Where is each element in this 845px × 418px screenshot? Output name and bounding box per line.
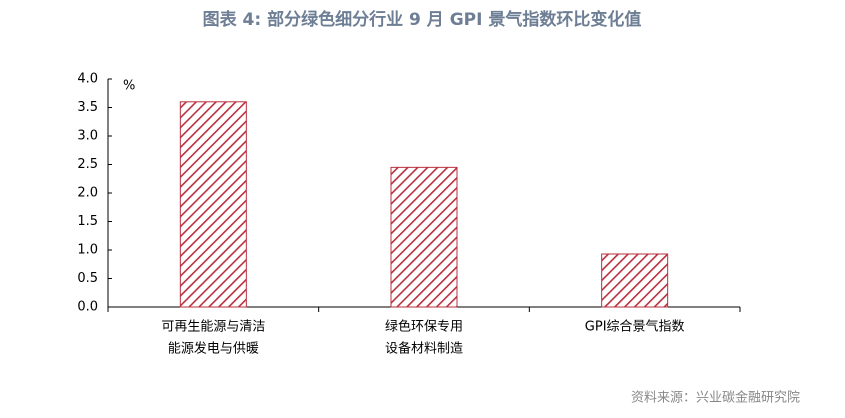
x-tick-label: 可再生能源与清洁 — [161, 320, 265, 335]
bar — [179, 101, 247, 308]
unit-label: % — [123, 79, 135, 94]
bar — [601, 253, 669, 308]
y-tick-label: 4.0 — [77, 72, 98, 87]
y-tick-label: 2.0 — [77, 186, 98, 201]
y-tick-label: 0.0 — [77, 300, 98, 315]
y-tick-label: 1.5 — [77, 214, 98, 229]
chart-title: 图表 4: 部分绿色细分行业 9 月 GPI 景气指数环比变化值 — [203, 9, 642, 30]
x-tick-label: 绿色环保专用 — [385, 319, 463, 335]
x-tick-label: 能源发电与供暖 — [168, 341, 259, 357]
source: 资料来源：兴业碳金融研究院 — [631, 390, 800, 406]
y-tick-label: 1.0 — [77, 243, 98, 258]
bar — [390, 166, 458, 308]
x-tick-label: 设备材料制造 — [385, 341, 463, 357]
y-tick-label: 3.0 — [77, 129, 98, 144]
y-tick-label: 0.5 — [77, 271, 98, 286]
y-tick-label: 2.5 — [77, 157, 98, 172]
y-tick-label: 3.5 — [77, 100, 98, 115]
x-tick-label: GPI综合景气指数 — [585, 319, 685, 335]
